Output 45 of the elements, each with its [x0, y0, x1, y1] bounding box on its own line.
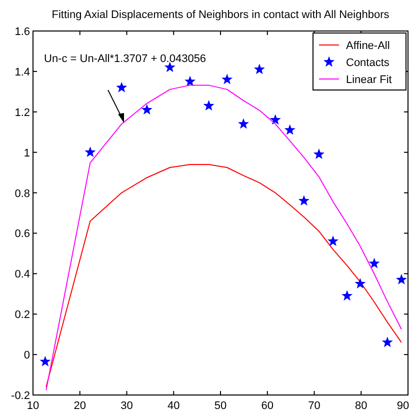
point — [327, 236, 339, 246]
point — [368, 258, 380, 268]
point — [222, 74, 233, 84]
x-tick-label: 30 — [120, 400, 133, 412]
point — [184, 76, 196, 86]
point — [382, 336, 393, 348]
x-tick-label: 60 — [261, 400, 274, 412]
y-tick-label: 0.2 — [14, 309, 30, 322]
legend-label: Linear Fit — [346, 74, 392, 86]
annotation: Un-c = Un-All*1.3707 + 0.043056 — [44, 53, 206, 65]
point — [116, 82, 128, 92]
x-tick-label: 10 — [26, 400, 40, 412]
x-tick-label: 80 — [355, 400, 368, 412]
y-tick-label: 1 — [24, 147, 30, 160]
line-series — [46, 164, 402, 388]
point — [203, 100, 214, 111]
y-tick-label: 0.6 — [14, 228, 30, 240]
x-tick-label: 70 — [308, 400, 320, 412]
y-tick-label: 1.4 — [14, 66, 30, 78]
point — [284, 124, 296, 135]
point — [270, 114, 281, 125]
x-tick-label: 90 — [396, 400, 410, 412]
point — [313, 148, 324, 160]
x-tick-label: 40 — [168, 400, 180, 412]
y-tick-label: 0.8 — [14, 188, 30, 200]
point — [254, 64, 265, 74]
y-tick-label: 0.4 — [14, 268, 30, 281]
point — [354, 278, 366, 288]
point — [396, 274, 407, 284]
legend-label: Affine-All — [346, 40, 390, 52]
legend-label: Contacts — [346, 57, 390, 69]
point — [298, 195, 310, 206]
y-tick-label: -0.2 — [11, 390, 30, 402]
point — [141, 104, 152, 115]
x-tick-label: 50 — [214, 400, 227, 412]
chart-title: Fitting Axial Displacements of Neighbors in contact with All Neighbors — [52, 9, 390, 21]
y-tick-label: 0 — [24, 350, 30, 362]
point — [84, 146, 96, 158]
point — [164, 62, 176, 72]
point — [40, 356, 51, 366]
point — [342, 290, 353, 301]
x-tick-label: 20 — [74, 400, 86, 412]
point — [238, 118, 249, 129]
y-tick-label: 1.2 — [14, 106, 30, 119]
y-tick-label: 1.6 — [14, 26, 30, 38]
